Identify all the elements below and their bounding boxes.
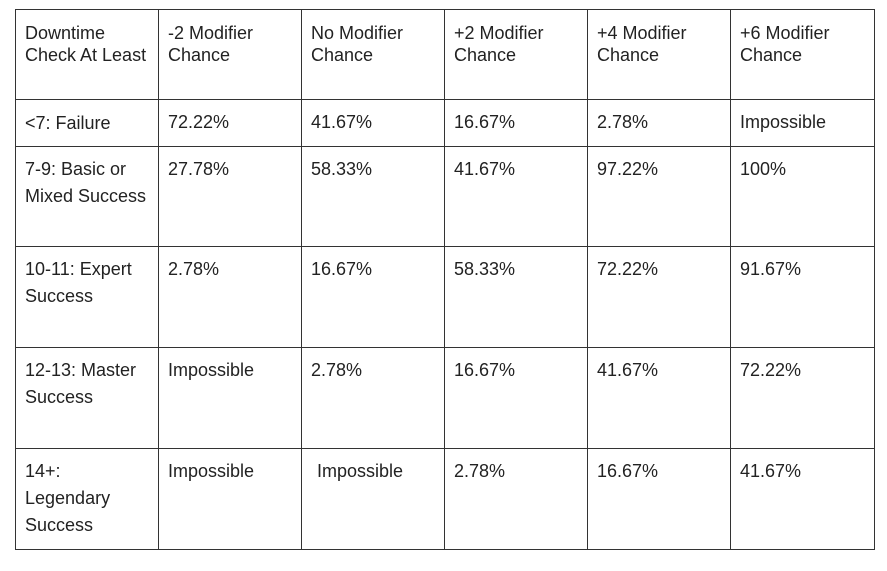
header-cell: Downtime Check At Least [15, 9, 159, 100]
header-row: Downtime Check At Least -2 Modifier Chan… [15, 9, 875, 100]
table-cell: 72.22% [587, 246, 731, 348]
row-label: 7-9: Basic or Mixed Success [15, 146, 159, 247]
row-label: 12-13: Master Success [15, 347, 159, 449]
table-row: <7: Failure 72.22% 41.67% 16.67% 2.78% I… [15, 99, 875, 147]
row-label: <7: Failure [15, 99, 159, 147]
header-cell: +4 Modifier Chance [587, 9, 731, 100]
table-cell: Impossible [158, 448, 302, 550]
table-row: 10-11: Expert Success 2.78% 16.67% 58.33… [15, 246, 875, 348]
table-cell: 16.67% [444, 99, 588, 147]
table-cell: Impossible [730, 99, 875, 147]
table-cell: 2.78% [158, 246, 302, 348]
table-cell: 16.67% [444, 347, 588, 449]
table-cell: 41.67% [444, 146, 588, 247]
table-cell: Impossible [301, 448, 445, 550]
table-cell: 41.67% [730, 448, 875, 550]
row-label: 10-11: Expert Success [15, 246, 159, 348]
probability-table: Downtime Check At Least -2 Modifier Chan… [15, 9, 875, 550]
table-cell: 41.67% [587, 347, 731, 449]
table-row: 12-13: Master Success Impossible 2.78% 1… [15, 347, 875, 449]
table-row: 14+: Legendary Success Impossible Imposs… [15, 448, 875, 550]
table-cell: 58.33% [301, 146, 445, 247]
table-cell: 2.78% [301, 347, 445, 449]
table-cell: 16.67% [587, 448, 731, 550]
header-cell: No Modifier Chance [301, 9, 445, 100]
table-cell: 91.67% [730, 246, 875, 348]
header-cell: -2 Modifier Chance [158, 9, 302, 100]
table-row: 7-9: Basic or Mixed Success 27.78% 58.33… [15, 146, 875, 247]
table-cell: 72.22% [730, 347, 875, 449]
table-cell: Impossible [158, 347, 302, 449]
table-cell: 2.78% [587, 99, 731, 147]
table-cell: 100% [730, 146, 875, 247]
table-cell: 2.78% [444, 448, 588, 550]
header-cell: +2 Modifier Chance [444, 9, 588, 100]
row-label: 14+: Legendary Success [15, 448, 159, 550]
table-cell: 58.33% [444, 246, 588, 348]
table-cell: 16.67% [301, 246, 445, 348]
header-cell: +6 Modifier Chance [730, 9, 875, 100]
table-cell: 27.78% [158, 146, 302, 247]
table-cell: 72.22% [158, 99, 302, 147]
table-cell: 97.22% [587, 146, 731, 247]
table-cell: 41.67% [301, 99, 445, 147]
